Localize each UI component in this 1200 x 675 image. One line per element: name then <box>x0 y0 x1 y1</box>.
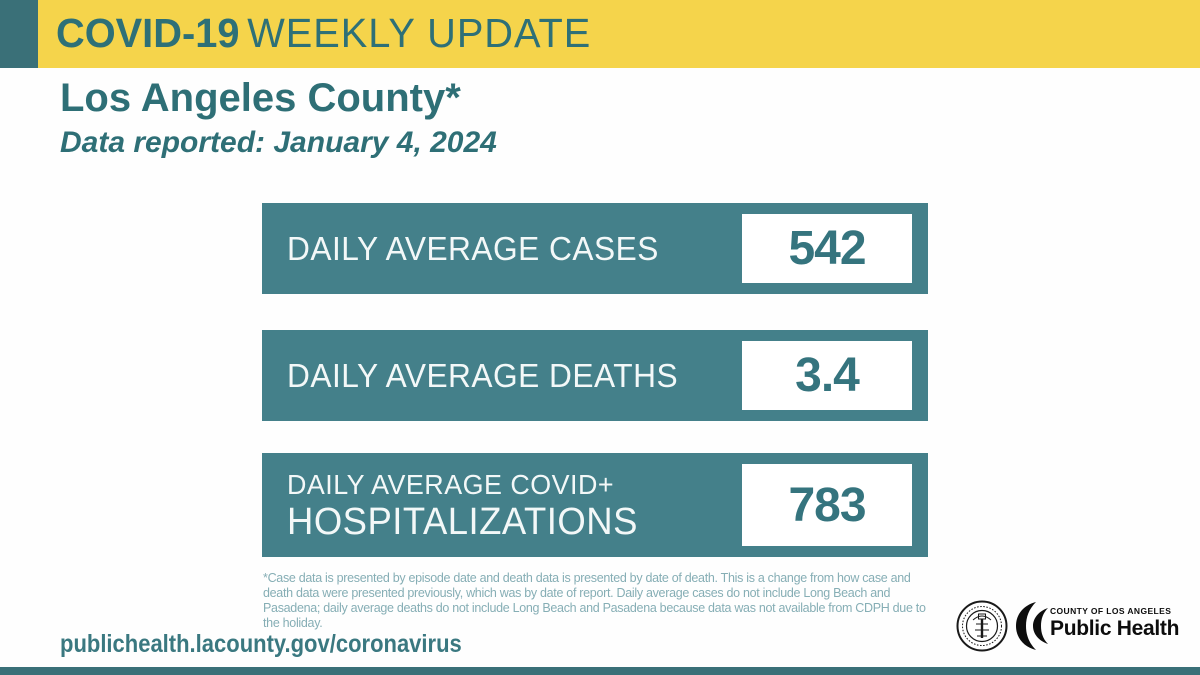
stat-card-daily-average-hospitalizations: DAILY AVERAGE COVID+ HOSPITALIZATIONS 78… <box>262 453 928 557</box>
public-health-faces-icon <box>1016 602 1048 650</box>
banner-title-strong: COVID-19 <box>56 10 240 56</box>
stat-label-hospitalizations-line1: DAILY AVERAGE COVID+ <box>287 468 615 500</box>
stat-label-hospitalizations: DAILY AVERAGE COVID+ HOSPITALIZATIONS <box>287 468 638 543</box>
stat-label-cases: DAILY AVERAGE CASES <box>287 229 659 267</box>
stat-value-box-cases: 542 <box>742 214 912 283</box>
footnote-text: *Case data is presented by episode date … <box>263 571 926 630</box>
banner-title: COVID-19 WEEKLY UPDATE <box>56 0 591 68</box>
bottom-accent-bar <box>0 667 1200 675</box>
page-title: Los Angeles County* <box>60 76 461 120</box>
stat-value-cases: 542 <box>788 222 866 275</box>
banner-title-light: WEEKLY UPDATE <box>247 10 592 56</box>
stat-value-hospitalizations: 783 <box>788 478 866 532</box>
website-link[interactable]: publichealth.lacounty.gov/coronavirus <box>60 630 462 658</box>
org-name-public-health: Public Health <box>1050 617 1180 640</box>
la-county-seal-icon <box>956 600 1008 652</box>
report-date: Data reported: January 4, 2024 <box>60 126 497 159</box>
top-banner: COVID-19 WEEKLY UPDATE <box>0 0 1200 68</box>
stat-value-deaths: 3.4 <box>795 349 860 402</box>
stat-value-box-deaths: 3.4 <box>742 341 912 410</box>
public-health-logo-text: COUNTY OF LOS ANGELES Public Health <box>1050 606 1180 641</box>
stat-card-daily-average-cases: DAILY AVERAGE CASES 542 <box>262 203 928 294</box>
org-name-county: COUNTY OF LOS ANGELES <box>1050 606 1172 616</box>
stat-label-deaths: DAILY AVERAGE DEATHS <box>287 356 679 394</box>
stat-label-hospitalizations-line2: HOSPITALIZATIONS <box>287 500 638 543</box>
corner-accent-stripe <box>0 0 38 68</box>
stat-card-daily-average-deaths: DAILY AVERAGE DEATHS 3.4 <box>262 330 928 421</box>
stat-value-box-hospitalizations: 783 <box>742 464 912 546</box>
